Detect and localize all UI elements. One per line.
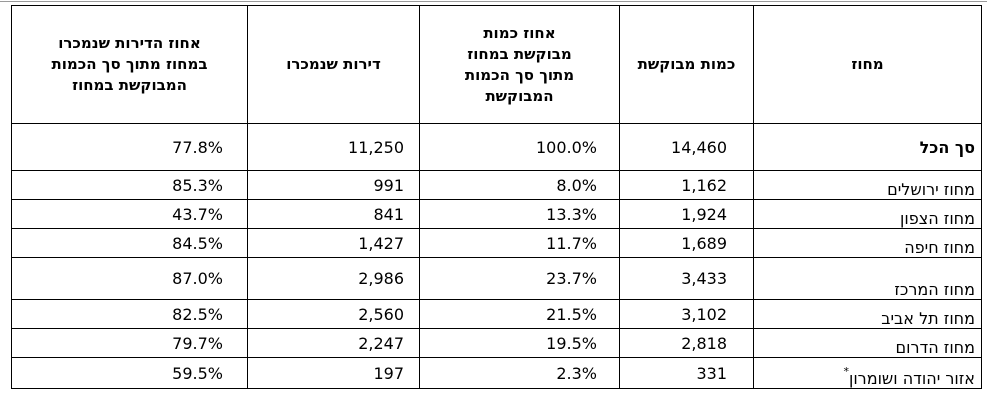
cell-pct-requested: 19.5% <box>419 328 620 358</box>
cell-district: מחוז חיפה <box>753 228 982 258</box>
header-district: מחוז <box>753 5 982 124</box>
cell-pct-requested: 23.7% <box>419 257 620 300</box>
district-sales-table: אחוז הדירות שנמכרו במחוז מתוך סך הכמות ה… <box>11 5 982 389</box>
header-pct-requested: אחוז כמות מבוקשת במחוז מתוך סך הכמות המב… <box>419 5 620 124</box>
cell-requested: 2,818 <box>619 328 754 358</box>
cell-pct-sold: 85.3% <box>11 170 248 200</box>
cell-district: מחוז הצפון <box>753 199 982 229</box>
cell-sold: 2,247 <box>247 328 420 358</box>
cell-pct-sold: 84.5% <box>11 228 248 258</box>
table-row: 85.3% 991 8.0% 1,162 מחוז ירושלים <box>11 170 982 200</box>
cell-district: מחוז הדרום <box>753 328 982 358</box>
cell-pct-sold: 43.7% <box>11 199 248 229</box>
cell-sold: 1,427 <box>247 228 420 258</box>
cell-sold: 2,986 <box>247 257 420 300</box>
cell-requested: 1,924 <box>619 199 754 229</box>
header-row: אחוז הדירות שנמכרו במחוז מתוך סך הכמות ה… <box>11 5 982 124</box>
district-label: אזור יהודה ושומרון <box>848 369 975 388</box>
cell-pct-sold: 59.5% <box>11 357 248 389</box>
cell-requested: 1,162 <box>619 170 754 200</box>
table-row: 43.7% 841 13.3% 1,924 מחוז הצפון <box>11 199 982 229</box>
header-sold: דירות שנמכרו <box>247 5 420 124</box>
cell-sold: 991 <box>247 170 420 200</box>
cell-pct-requested: 100.0% <box>419 123 620 171</box>
cell-pct-sold: 77.8% <box>11 123 248 171</box>
table-row: 79.7% 2,247 19.5% 2,818 מחוז הדרום <box>11 328 982 358</box>
table-row: 84.5% 1,427 11.7% 1,689 מחוז חיפה <box>11 228 982 258</box>
footnote-mark: * <box>843 365 849 378</box>
cell-pct-requested: 13.3% <box>419 199 620 229</box>
header-requested: כמות מבוקשת <box>619 5 754 124</box>
cell-pct-sold: 82.5% <box>11 299 248 329</box>
cell-district: מחוז ירושלים <box>753 170 982 200</box>
cell-pct-requested: 21.5% <box>419 299 620 329</box>
cell-requested: 3,433 <box>619 257 754 300</box>
table-row-total: 77.8% 11,250 100.0% 14,460 סך הכל <box>11 123 982 171</box>
cell-sold: 2,560 <box>247 299 420 329</box>
cell-district: אזור יהודה ושומרון* <box>753 357 982 389</box>
cell-pct-requested: 11.7% <box>419 228 620 258</box>
cell-sold: 11,250 <box>247 123 420 171</box>
cell-requested: 1,689 <box>619 228 754 258</box>
cell-district: מחוז תל אביב <box>753 299 982 329</box>
table-row: 87.0% 2,986 23.7% 3,433 מחוז המרכז <box>11 257 982 300</box>
cell-sold: 841 <box>247 199 420 229</box>
cell-district: סך הכל <box>753 123 982 171</box>
top-divider <box>0 1 987 2</box>
cell-district: מחוז המרכז <box>753 257 982 300</box>
header-pct-sold: אחוז הדירות שנמכרו במחוז מתוך סך הכמות ה… <box>11 5 248 124</box>
cell-pct-sold: 79.7% <box>11 328 248 358</box>
table-row: 59.5% 197 2.3% 331 אזור יהודה ושומרון* <box>11 357 982 389</box>
cell-sold: 197 <box>247 357 420 389</box>
cell-requested: 331 <box>619 357 754 389</box>
cell-requested: 3,102 <box>619 299 754 329</box>
cell-requested: 14,460 <box>619 123 754 171</box>
table-row: 82.5% 2,560 21.5% 3,102 מחוז תל אביב <box>11 299 982 329</box>
cell-pct-sold: 87.0% <box>11 257 248 300</box>
cell-pct-requested: 8.0% <box>419 170 620 200</box>
cell-pct-requested: 2.3% <box>419 357 620 389</box>
